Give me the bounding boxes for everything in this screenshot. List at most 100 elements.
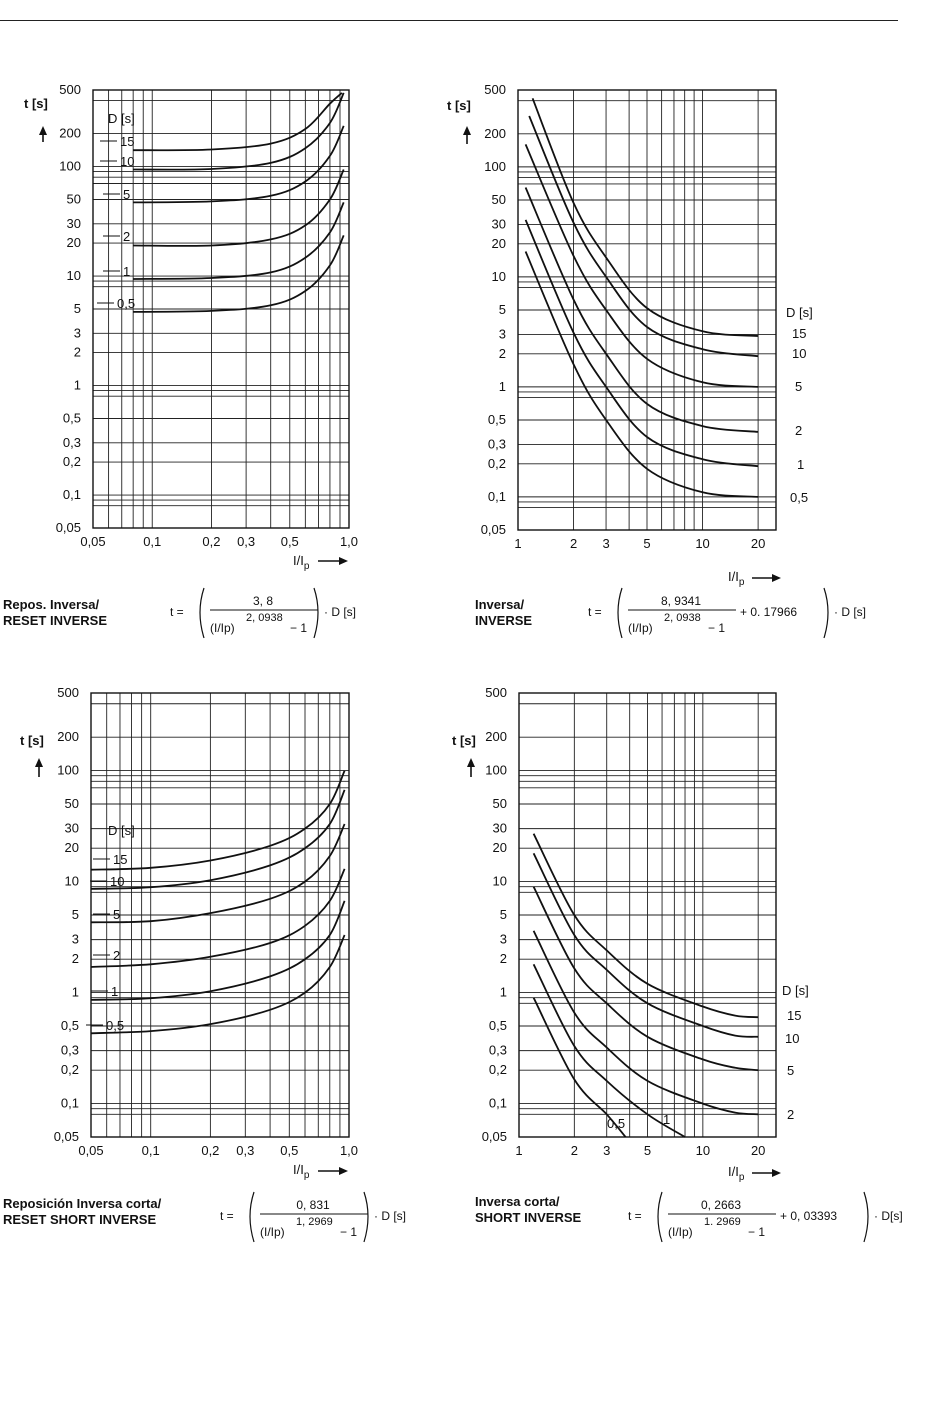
formula-tail: · D [s] [324,605,356,619]
series-line-D-0_5 [133,235,345,313]
x-tick-label: 5 [643,536,650,551]
series-label-D-0_5: 0,5 [117,296,135,311]
y-tick-label: 2 [500,951,507,966]
y-tick-label: 1 [500,985,507,1000]
formula-lhs: t = [170,605,184,619]
series-label-D-1: 1 [111,984,118,999]
series-line-D-5 [90,823,346,924]
chart-caption-title: Reposición Inversa corta/ [3,1196,162,1211]
y-tick-label: 200 [485,729,507,744]
y-tick-label: 0,05 [481,522,506,537]
series-line-D-0_5 [532,997,627,1138]
y-tick-label: 5 [72,907,79,922]
y-tick-label: 5 [74,301,81,316]
x-tick-label: 0,5 [280,1143,298,1158]
series-label-D-0_5: 0,5 [607,1116,625,1131]
y-tick-label: 3 [500,932,507,947]
x-tick-label: 0,1 [143,534,161,549]
series-label-D-15: 15 [113,852,127,867]
x-tick-label: 5 [644,1143,651,1158]
y-tick-label: 200 [59,126,81,141]
series-line-D-15 [532,833,759,1019]
y-tick-label: 0,3 [489,1043,507,1058]
y-tick-label: 500 [57,685,79,700]
y-tick-label: 50 [492,192,506,207]
y-tick-label: 30 [67,216,81,231]
y-tick-label: 50 [67,192,81,207]
y-tick-label: 10 [65,874,79,889]
formula-right-paren [823,587,829,639]
x-tick-label: 0,05 [80,534,105,549]
formula-left-paren [657,1191,663,1243]
series-label-D-5: 5 [113,907,120,922]
series-label-D-2: 2 [787,1107,794,1122]
y-tick-label: 0,5 [61,1018,79,1033]
x-tick-label: 0,2 [201,1143,219,1158]
formula: t = 0, 2663 (I/Ip) 1. 2969 − 1 + 0, 03393 · D[… [628,1191,903,1243]
y-axis-label: t [s] [452,733,476,748]
formula: t = 0, 831 (I/Ip) 1, 2969 − 1 · D [s] [220,1191,406,1243]
formula: t = 8, 9341 (I/Ip) 2, 0938 − 1 + 0. 17966 · D … [588,587,866,639]
formula-minus-one: − 1 [290,621,307,635]
formula-numerator: 3, 8 [253,594,273,608]
y-tick-label: 30 [492,216,506,231]
x-tick-label: 3 [602,536,609,551]
x-axis-arrowhead [339,1167,348,1175]
x-tick-label: 0,3 [237,534,255,549]
x-tick-label: 20 [751,1143,765,1158]
series-line-D-5 [133,125,345,204]
y-axis-label: t [s] [24,96,48,111]
x-tick-label: 10 [695,536,709,551]
y-tick-label: 2 [74,345,81,360]
series-line-D-1 [133,202,345,280]
formula-plus-term: + 0, 03393 [780,1209,837,1223]
y-tick-label: 0,2 [61,1062,79,1077]
y-tick-label: 20 [492,236,506,251]
chart-caption-title: Inversa/ [475,597,525,612]
formula-lhs: t = [220,1209,234,1223]
y-tick-label: 3 [499,326,506,341]
series-label-D-10: 10 [792,346,806,361]
x-axis-arrowhead [772,1169,781,1177]
series-line-D-0_5 [524,251,759,498]
formula-right-paren [363,1191,369,1243]
x-tick-label: 1 [514,536,521,551]
legend-title: D [s] [786,305,813,320]
formula-denominator: (I/Ip) [628,621,653,635]
series-line-D-1 [90,900,346,1001]
formula-lhs: t = [588,605,602,619]
y-tick-label: 0,2 [63,454,81,469]
y-tick-label: 0,5 [63,411,81,426]
series-label-D-1: 1 [797,457,804,472]
y-tick-label: 0,1 [63,487,81,502]
y-tick-label: 5 [499,302,506,317]
x-tick-label: 0,1 [142,1143,160,1158]
series-label-D-10: 10 [785,1031,799,1046]
series-line-D-10 [133,92,345,171]
formula-denominator: (I/Ip) [668,1225,693,1239]
legend-title: D [s] [782,983,809,998]
formula-minus-one: − 1 [708,621,725,635]
y-tick-label: 20 [67,235,81,250]
y-tick-label: 2 [72,951,79,966]
series-line-D-2 [532,930,759,1116]
series-label-D-0_5: 0,5 [790,490,808,505]
formula-exponent: 1, 2969 [296,1216,333,1228]
y-tick-label: 0,1 [61,1096,79,1111]
x-axis-label: I/Ip [293,1162,310,1181]
formula-numerator: 0, 2663 [701,1198,741,1212]
series-line-D-10 [528,115,759,358]
y-tick-label: 100 [484,159,506,174]
y-tick-label: 10 [492,269,506,284]
plot-frame [517,89,777,531]
formula-exponent: 2, 0938 [246,612,283,624]
formula-minus-one: − 1 [748,1225,765,1239]
y-axis-arrowhead [463,126,471,135]
y-axis-label: t [s] [20,733,44,748]
series-line-D-5 [524,144,759,388]
x-tick-label: 1 [515,1143,522,1158]
y-tick-label: 0,2 [488,456,506,471]
y-tick-label: 0,3 [488,436,506,451]
formula-minus-one: − 1 [340,1225,357,1239]
